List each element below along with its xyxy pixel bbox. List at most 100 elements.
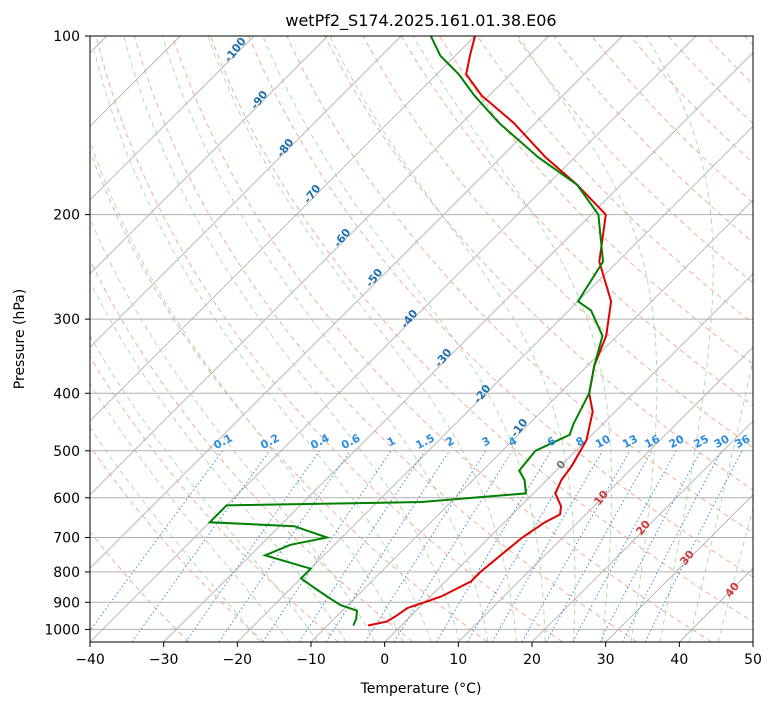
isotherm-line — [163, 52, 753, 642]
dry-adiabat-line — [90, 531, 190, 642]
moist-adiabat-label: 10 — [591, 488, 611, 508]
moist-adiabat-label: 30 — [677, 548, 697, 568]
plot-frame — [89, 35, 754, 643]
dry-adiabat-label: -40 — [398, 307, 421, 331]
isotherm-line — [384, 273, 753, 642]
mixing-ratio-label: 36 — [733, 432, 753, 451]
y-tick-label: 100 — [53, 29, 80, 45]
y-tick-label: 400 — [53, 386, 80, 402]
mixing-ratio-label: 0.2 — [258, 431, 281, 452]
x-tick-label: 40 — [670, 652, 688, 668]
isotherm-line — [531, 420, 753, 642]
dry-adiabat-line — [515, 36, 753, 284]
mixing-ratio-line — [644, 450, 743, 642]
moist-adiabat-line — [645, 36, 714, 642]
x-tick-label: 0 — [380, 652, 389, 668]
mixing-ratio-label: 10 — [593, 432, 613, 451]
mixing-ratio-line — [521, 450, 631, 642]
moist-adiabat-label: 20 — [633, 518, 653, 538]
x-tick-label: 50 — [744, 652, 762, 668]
isotherm-line — [605, 494, 753, 642]
dry-adiabat-line — [133, 36, 638, 642]
chart-title: wetPf2_S174.2025.161.01.38.E06 — [285, 11, 556, 31]
dry-adiabat-label: -70 — [301, 182, 324, 206]
mixing-ratio-label: 1.5 — [413, 431, 436, 452]
dry-adiabat-label: -80 — [274, 136, 297, 160]
mixing-ratio-label: 20 — [667, 432, 687, 451]
dry-adiabat-line — [248, 36, 753, 578]
mixing-ratio-label: 0.6 — [339, 431, 363, 452]
isotherm-line — [90, 36, 402, 348]
temperature-profile-line — [367, 36, 613, 627]
dry-adiabat-line — [95, 36, 563, 642]
isotherm-line — [752, 641, 753, 642]
mixing-ratio-label: 3 — [480, 434, 493, 449]
y-tick-label: 300 — [53, 312, 80, 328]
moist-adiabat-line — [688, 357, 753, 642]
dry-adiabat-line — [90, 355, 339, 642]
y-tick-label: 700 — [53, 531, 80, 547]
mixing-ratio-line — [599, 450, 702, 642]
moist-adiabat-line — [207, 36, 517, 642]
series-layer — [207, 36, 613, 627]
mixing-ratio-line — [262, 450, 392, 642]
mixing-ratio-line — [572, 450, 677, 642]
dry-adiabat-label: -50 — [363, 266, 386, 290]
isotherm-line — [90, 36, 550, 496]
mixing-ratio-line — [298, 450, 426, 642]
mixing-ratio-line — [185, 450, 321, 642]
dry-adiabat-line — [210, 36, 753, 623]
dry-adiabat-line — [172, 36, 712, 642]
y-tick-label: 1000 — [44, 622, 80, 638]
x-tick-label: 30 — [597, 652, 615, 668]
dry-adiabat-label: -90 — [248, 88, 271, 112]
x-axis-label: Temperature (°C) — [360, 681, 482, 697]
moist-adiabat-line — [717, 507, 753, 642]
moist-adiabat-line — [90, 280, 347, 642]
dry-adiabat-line — [705, 36, 753, 85]
x-tick-label: −20 — [223, 652, 253, 668]
moist-adiabat-line — [517, 36, 658, 642]
isotherm-line — [90, 36, 623, 569]
moist-adiabat-line — [123, 36, 461, 642]
mixing-ratio-lines — [90, 450, 743, 642]
x-tick-label: 20 — [523, 652, 541, 668]
y-tick-label: 200 — [53, 208, 80, 224]
x-tick-label: −40 — [75, 652, 105, 668]
mixing-ratio-line — [435, 450, 552, 642]
isotherm-line — [90, 36, 697, 642]
moist-adiabat-line — [90, 382, 290, 642]
background-lines — [90, 36, 753, 642]
dry-adiabat-line — [400, 36, 753, 407]
x-axis-ticks: −40 −30 −20 −10 0 10 20 30 40 50 — [75, 642, 762, 668]
dry-adiabat-line — [477, 36, 753, 324]
moist-adiabat-line — [90, 217, 376, 642]
dry-adiabat-line — [90, 445, 264, 642]
mixing-ratio-label: 0.4 — [308, 431, 332, 452]
isotherm-line — [90, 36, 329, 275]
dry-adiabat-label: -100 — [222, 35, 249, 65]
dry-adiabat-line — [90, 149, 488, 642]
isotherm-line — [457, 346, 753, 642]
x-tick-label: −10 — [296, 652, 326, 668]
mixing-ratio-label: 0.1 — [211, 431, 234, 452]
y-tick-label: 500 — [53, 444, 80, 460]
dry-adiabat-label: -60 — [331, 226, 354, 250]
isotherm-line — [678, 567, 753, 642]
moist-adiabat-line — [90, 426, 261, 642]
pressure-gridlines — [90, 36, 753, 630]
moist-adiabat-line — [329, 36, 576, 642]
moist-adiabat-line — [90, 139, 404, 642]
y-axis-ticks: 100 200 300 400 500 600 700 800 900 1000 — [44, 29, 90, 638]
moist-adiabat-line — [412, 36, 613, 642]
dewpoint-profile-line — [207, 36, 605, 626]
mixing-ratio-line — [545, 450, 653, 642]
y-tick-label: 800 — [53, 565, 80, 581]
mixing-ratio-line — [90, 450, 224, 632]
isotherm-line — [236, 125, 753, 642]
dry-adiabat-label: -30 — [432, 346, 455, 370]
y-tick-label: 900 — [53, 595, 80, 611]
x-tick-label: 10 — [449, 652, 467, 668]
x-tick-label: −30 — [149, 652, 179, 668]
dry-adiabat-line — [362, 36, 753, 448]
